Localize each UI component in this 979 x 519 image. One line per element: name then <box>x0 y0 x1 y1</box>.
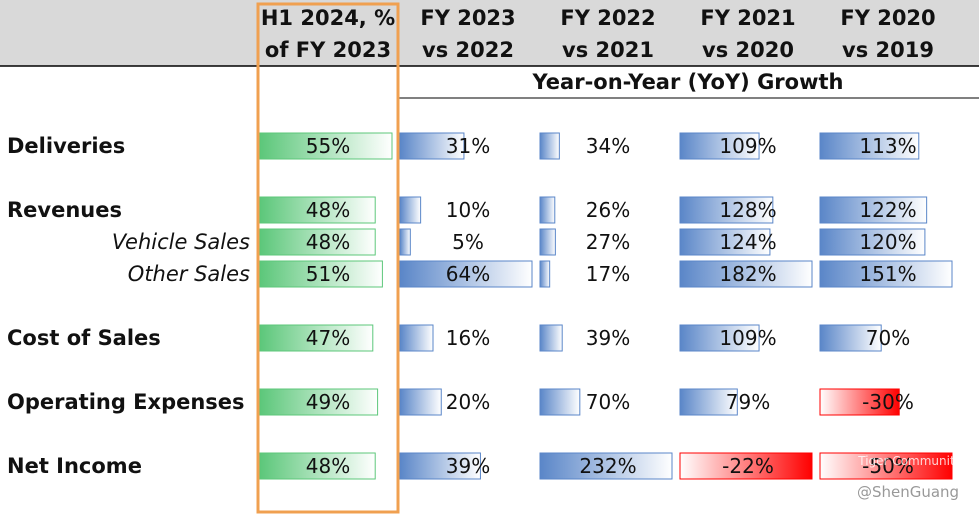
cell-value: 109% <box>719 326 776 350</box>
data-bar <box>539 196 556 224</box>
data-bar <box>819 324 882 352</box>
data-bar <box>399 452 481 480</box>
data-bar <box>679 132 760 160</box>
cell-value: 34% <box>586 134 630 158</box>
cell-value: -50% <box>862 454 914 478</box>
column-header: H1 2024, % <box>261 6 395 30</box>
cell-value: 120% <box>859 230 916 254</box>
row-label: Other Sales <box>128 262 250 286</box>
cell-value: 49% <box>306 390 350 414</box>
cell-value: 70% <box>866 326 910 350</box>
data-bar <box>259 132 393 160</box>
column-header: FY 2020 <box>840 6 935 30</box>
cell-value: 232% <box>579 454 636 478</box>
data-bar <box>399 260 533 288</box>
cell-value: 64% <box>446 262 490 286</box>
cell-value: 151% <box>859 262 916 286</box>
cell-value: 79% <box>726 390 770 414</box>
data-bar <box>679 196 774 224</box>
cell-value: 16% <box>446 326 490 350</box>
column-header: vs 2022 <box>422 38 514 62</box>
column-header: FY 2022 <box>560 6 655 30</box>
cell-value: 20% <box>446 390 490 414</box>
highlight-box <box>256 2 400 514</box>
data-bar <box>399 196 422 224</box>
data-bar <box>399 388 442 416</box>
cell-value: 10% <box>446 198 490 222</box>
data-bar <box>399 132 465 160</box>
cell-value: 51% <box>306 262 350 286</box>
cell-value: 124% <box>719 230 776 254</box>
data-bar <box>819 132 920 160</box>
cell-value: 26% <box>586 198 630 222</box>
cell-value: 113% <box>859 134 916 158</box>
data-bar <box>259 260 383 288</box>
data-bar <box>819 196 928 224</box>
column-header: vs 2020 <box>702 38 794 62</box>
data-bar <box>679 388 738 416</box>
data-bar <box>539 452 673 480</box>
column-header: vs 2019 <box>842 38 934 62</box>
watermark-author: @ShenGuang <box>857 483 959 501</box>
data-bar <box>679 260 813 288</box>
row-label: Revenues <box>7 198 122 222</box>
column-header: FY 2023 <box>420 6 515 30</box>
cell-value: 48% <box>306 454 350 478</box>
header-band <box>0 0 979 66</box>
column-header: of FY 2023 <box>265 38 391 62</box>
column-header: vs 2021 <box>562 38 654 62</box>
data-bar <box>539 388 581 416</box>
data-bar <box>679 228 771 256</box>
group-title: Year-on-Year (YoY) Growth <box>532 70 844 94</box>
data-bar <box>259 228 376 256</box>
data-bar <box>679 324 760 352</box>
data-bar <box>819 388 900 416</box>
cell-value: 31% <box>446 134 490 158</box>
data-bar <box>259 452 376 480</box>
cell-value: 39% <box>446 454 490 478</box>
cell-value: 48% <box>306 198 350 222</box>
data-bar <box>539 228 556 256</box>
cell-value: -22% <box>722 454 774 478</box>
cell-value: 122% <box>859 198 916 222</box>
row-label: Vehicle Sales <box>112 230 250 254</box>
cell-value: 128% <box>719 198 776 222</box>
cell-value: 17% <box>586 262 630 286</box>
column-header: FY 2021 <box>700 6 795 30</box>
cell-value: 109% <box>719 134 776 158</box>
cell-value: 47% <box>306 326 350 350</box>
cell-value: 55% <box>306 134 350 158</box>
data-bar <box>259 196 376 224</box>
cell-value: 5% <box>452 230 484 254</box>
row-label: Deliveries <box>7 134 125 158</box>
data-bar <box>259 388 379 416</box>
data-bar <box>539 260 551 288</box>
cell-value: 70% <box>586 390 630 414</box>
data-bar <box>259 324 374 352</box>
row-label: Cost of Sales <box>7 326 161 350</box>
cell-value: 39% <box>586 326 630 350</box>
data-bar <box>539 324 563 352</box>
cell-value: 182% <box>719 262 776 286</box>
cell-value: -30% <box>862 390 914 414</box>
data-bar <box>819 452 953 480</box>
row-label: Operating Expenses <box>7 390 245 414</box>
data-bar <box>819 228 926 256</box>
data-bar <box>399 228 411 256</box>
data-bar <box>539 132 560 160</box>
cell-value: 48% <box>306 230 350 254</box>
watermark-brand: Tiger Community <box>857 454 962 468</box>
data-bar <box>679 452 813 480</box>
cell-value: 27% <box>586 230 630 254</box>
data-bar <box>399 324 434 352</box>
data-bar <box>819 260 953 288</box>
row-label: Net Income <box>7 454 142 478</box>
